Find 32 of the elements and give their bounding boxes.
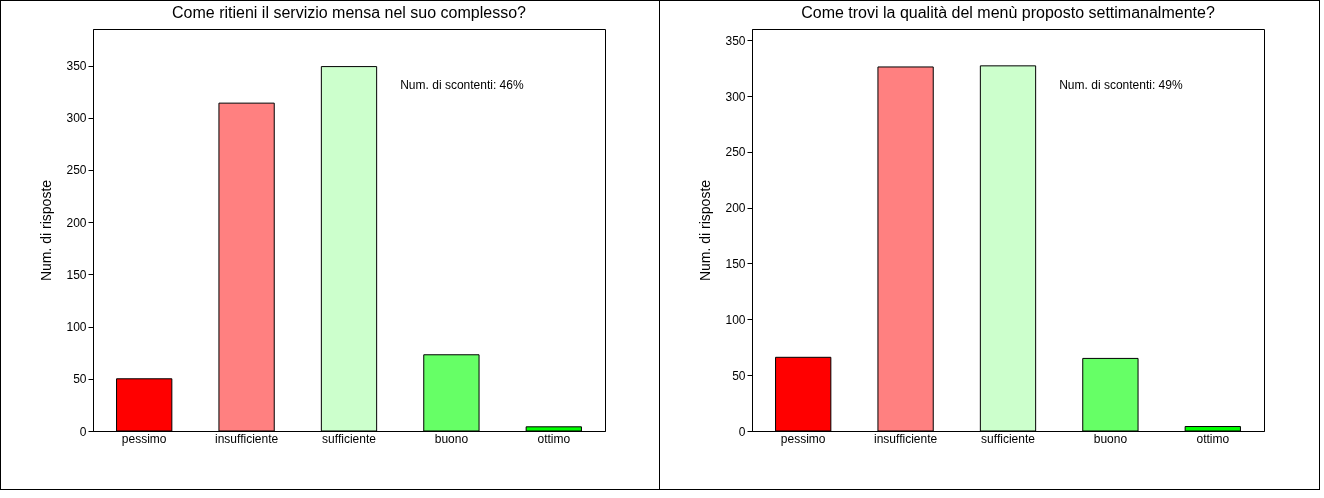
y-tick-label: 150 bbox=[725, 257, 746, 271]
y-tick-label: 50 bbox=[732, 368, 746, 383]
x-tick-label: ottimo bbox=[1196, 431, 1230, 446]
y-tick-label: 250 bbox=[66, 163, 87, 178]
y-tick-label: 50 bbox=[73, 372, 87, 387]
annotation: Num. di scontenti: 46% bbox=[400, 78, 524, 93]
y-tick-label: 300 bbox=[66, 111, 87, 126]
annotation: Num. di scontenti: 49% bbox=[1059, 78, 1183, 93]
y-tick-label: 350 bbox=[66, 59, 87, 74]
x-tick-label: insufficiente bbox=[874, 431, 938, 446]
y-tick-label: 100 bbox=[66, 320, 87, 335]
x-tick-label: pessimo bbox=[780, 431, 826, 446]
chart-title: Come ritieni il servizio mensa nel suo complesso? bbox=[172, 4, 527, 21]
y-tick-label: 100 bbox=[725, 312, 746, 327]
x-tick-label: sufficiente bbox=[322, 431, 377, 446]
y-tick-label: 150 bbox=[66, 267, 87, 282]
y-tick-label: 0 bbox=[79, 424, 87, 439]
x-tick-label: insufficiente bbox=[215, 431, 279, 446]
y-tick-label: 200 bbox=[66, 215, 87, 230]
y-axis-title: Num. di risposte bbox=[38, 179, 55, 282]
chart-title: Come trovi la qualità del menù proposto settimanalmente? bbox=[801, 4, 1215, 21]
y-axis-title: Num. di risposte bbox=[697, 179, 714, 282]
x-tick-label: pessimo bbox=[121, 431, 167, 446]
x-tick-label: sufficiente bbox=[981, 431, 1036, 446]
y-tick-label: 0 bbox=[738, 424, 746, 439]
y-tick-label: 200 bbox=[725, 201, 746, 216]
y-tick-label: 250 bbox=[725, 145, 746, 160]
x-tick-label: buono bbox=[1093, 431, 1128, 446]
x-tick-label: ottimo bbox=[537, 431, 571, 446]
y-tick-label: 350 bbox=[725, 33, 746, 48]
x-tick-label: buono bbox=[434, 431, 469, 446]
y-tick-label: 300 bbox=[725, 89, 746, 104]
